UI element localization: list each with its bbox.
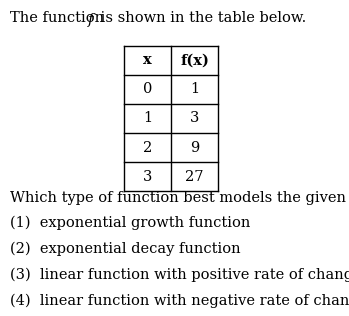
Text: 3: 3: [143, 170, 152, 184]
Text: 3: 3: [190, 112, 199, 125]
Text: Which type of function best models the given data?: Which type of function best models the g…: [10, 191, 349, 205]
Text: (3)  linear function with positive rate of change: (3) linear function with positive rate o…: [10, 267, 349, 282]
Text: f(x): f(x): [180, 53, 209, 67]
Text: $f$: $f$: [87, 11, 97, 29]
Text: 1: 1: [143, 112, 152, 125]
Text: 27: 27: [185, 170, 204, 184]
Text: is shown in the table below.: is shown in the table below.: [96, 11, 306, 25]
Text: x: x: [143, 53, 152, 67]
Text: 9: 9: [190, 141, 199, 155]
Text: 1: 1: [190, 82, 199, 96]
Text: The function: The function: [10, 11, 109, 25]
Text: (1)  exponential growth function: (1) exponential growth function: [10, 216, 251, 230]
Text: (2)  exponential decay function: (2) exponential decay function: [10, 241, 241, 256]
Text: 0: 0: [143, 82, 152, 96]
Text: 2: 2: [143, 141, 152, 155]
Text: (4)  linear function with negative rate of change: (4) linear function with negative rate o…: [10, 293, 349, 308]
